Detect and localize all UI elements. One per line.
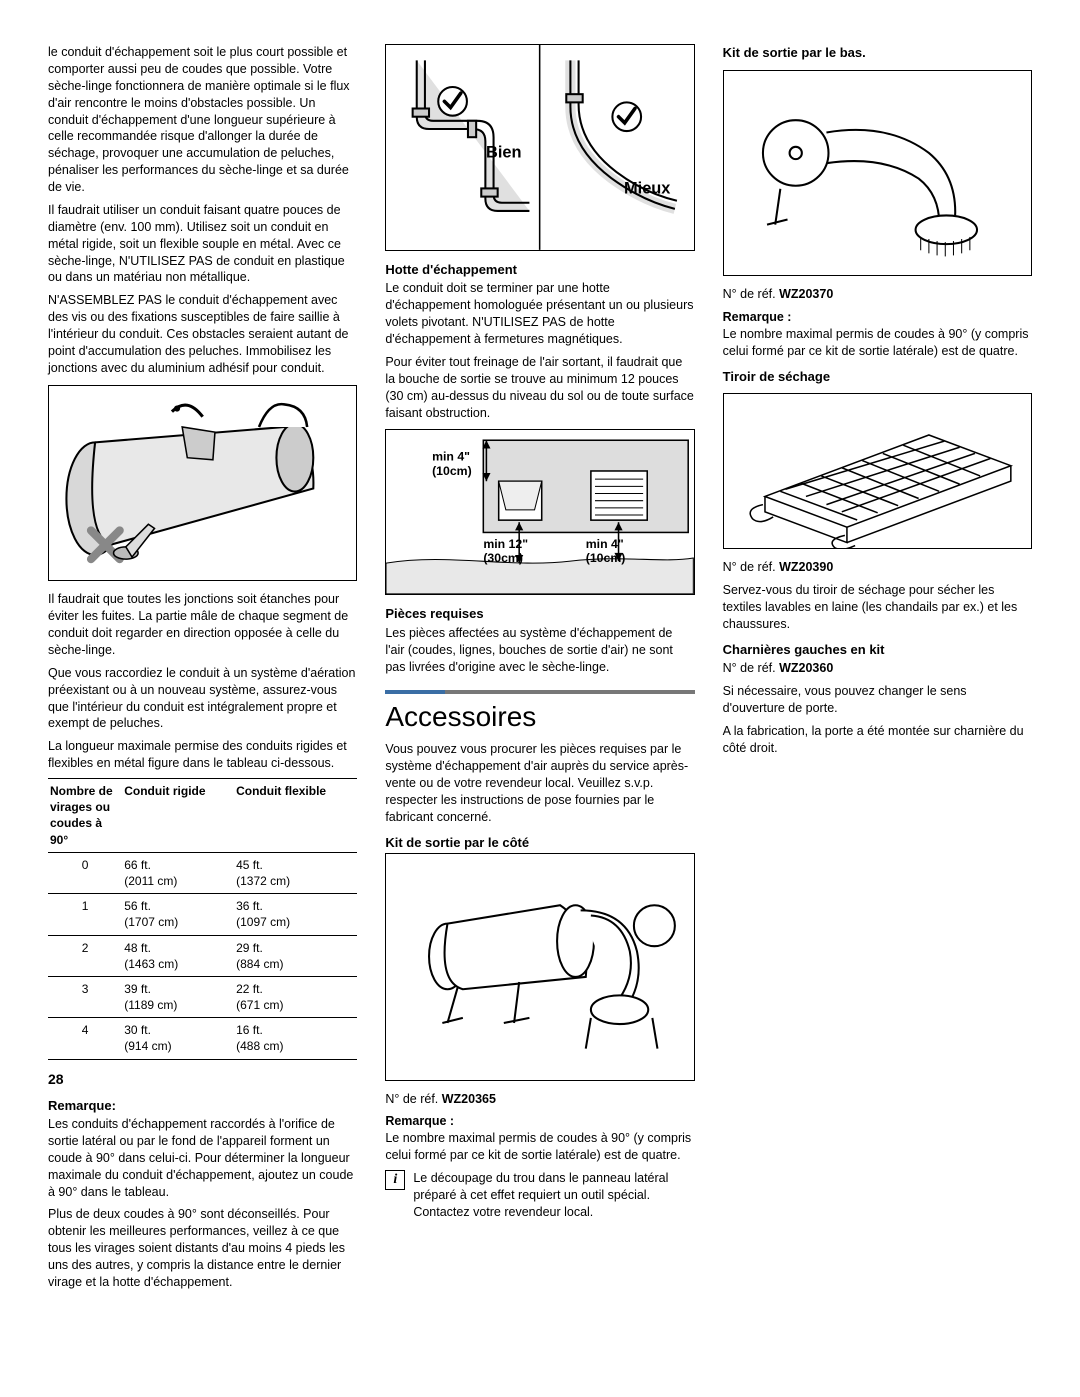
- table-row: 1 56 ft. (1707 cm) 36 ft. (1097 cm): [48, 894, 357, 935]
- cell: 1: [82, 899, 89, 913]
- table-row: 2 48 ft. (1463 cm) 29 ft. (884 cm): [48, 935, 357, 976]
- table-row: 0 66 ft. (2011 cm) 45 ft. (1372 cm): [48, 852, 357, 893]
- cell: 0: [82, 858, 89, 872]
- cell: 22 ft.: [236, 982, 263, 996]
- cell: 66 ft.: [124, 858, 151, 872]
- cell: 4: [82, 1023, 89, 1037]
- table-row: 3 39 ft. (1189 cm) 22 ft. (671 cm): [48, 976, 357, 1017]
- cell: (1097 cm): [236, 915, 290, 929]
- dim-label: (10cm): [586, 552, 626, 566]
- cell: 3: [82, 982, 89, 996]
- cell: (671 cm): [236, 998, 283, 1012]
- cell: 30 ft.: [124, 1023, 151, 1037]
- cell: 2: [82, 941, 89, 955]
- cell: (914 cm): [124, 1039, 171, 1053]
- body-text: Servez-vous du tiroir de séchage pour sé…: [723, 582, 1032, 633]
- body-text: Le nombre maximal permis de coudes à 90°…: [385, 1130, 694, 1164]
- cell: 56 ft.: [124, 899, 151, 913]
- cell: 45 ft.: [236, 858, 263, 872]
- dim-label: (30cm): [484, 552, 524, 566]
- body-text: Pour éviter tout freinage de l'air sorta…: [385, 354, 694, 422]
- figure-good-best-elbows: Bien Mieux: [385, 44, 694, 251]
- info-text: Le découpage du trou dans le panneau lat…: [413, 1170, 694, 1221]
- body-text: Vous pouvez vous procurer les pièces req…: [385, 741, 694, 825]
- note-label: Remarque :: [385, 1113, 694, 1130]
- body-text: Les pièces affectées au système d'échapp…: [385, 625, 694, 676]
- figure-side-vent-kit: [385, 853, 694, 1080]
- figure-hood-clearances: min 4" (10cm) min 12" (30cm) min 4" (10c…: [385, 429, 694, 595]
- subheading-drying-rack: Tiroir de séchage: [723, 368, 1032, 386]
- note-label: Remarque :: [723, 309, 1032, 326]
- info-icon: i: [385, 1170, 405, 1190]
- body-text: Il faudrait que toutes les jonctions soi…: [48, 591, 357, 659]
- subheading-side-vent-kit: Kit de sortie par le côté: [385, 834, 694, 852]
- body-text: Plus de deux coudes à 90° sont déconseil…: [48, 1206, 357, 1290]
- dim-label: min 12": [484, 537, 529, 551]
- figure-duct-tape: [48, 385, 357, 582]
- info-callout: i Le découpage du trou dans le panneau l…: [385, 1170, 694, 1221]
- dim-label: (10cm): [432, 464, 472, 478]
- body-text: Le nombre maximal permis de coudes à 90°…: [723, 326, 1032, 360]
- note-label: Remarque:: [48, 1097, 357, 1115]
- ref-number: N° de réf. WZ20360: [723, 660, 1032, 677]
- body-text: A la fabrication, la porte a été montée …: [723, 723, 1032, 757]
- ref-number: N° de réf. WZ20365: [385, 1091, 694, 1108]
- table-row: 4 30 ft. (914 cm) 16 ft. (488 cm): [48, 1018, 357, 1059]
- cell: (1372 cm): [236, 874, 290, 888]
- cell: (1707 cm): [124, 915, 178, 929]
- fig-label-best: Mieux: [624, 180, 670, 198]
- body-text: Il faudrait utiliser un conduit faisant …: [48, 202, 357, 286]
- dim-label: min 4": [586, 537, 624, 551]
- subheading-required-parts: Pièces requises: [385, 605, 694, 623]
- table-header: Conduit flexible: [234, 779, 357, 853]
- subheading-hinge-kit: Charnières gauches en kit: [723, 641, 1032, 659]
- cell: 39 ft.: [124, 982, 151, 996]
- cell: (884 cm): [236, 957, 283, 971]
- table-header: Conduit rigide: [122, 779, 234, 853]
- section-heading-accessories: Accessoires: [385, 690, 694, 736]
- subheading-exhaust-hood: Hotte d'échappement: [385, 261, 694, 279]
- fig-label-good: Bien: [486, 144, 522, 162]
- body-text: La longueur maximale permise des conduit…: [48, 738, 357, 772]
- cell: (1189 cm): [124, 998, 177, 1012]
- body-text: Les conduits d'échappement raccordés à l…: [48, 1116, 357, 1200]
- cell: 29 ft.: [236, 941, 263, 955]
- cell: (1463 cm): [124, 957, 178, 971]
- duct-length-table: Nombre de virages ou coudes à 90° Condui…: [48, 778, 357, 1060]
- cell: (2011 cm): [124, 874, 177, 888]
- figure-drying-rack: [723, 393, 1032, 549]
- page-number: 28: [48, 1070, 357, 1089]
- body-text: le conduit d'échappement soit le plus co…: [48, 44, 357, 196]
- table-header: Nombre de virages ou coudes à 90°: [48, 779, 122, 853]
- subheading-bottom-vent-kit: Kit de sortie par le bas.: [723, 44, 1032, 62]
- body-text: Le conduit doit se terminer par une hott…: [385, 280, 694, 348]
- cell: 16 ft.: [236, 1023, 263, 1037]
- ref-number: N° de réf. WZ20370: [723, 286, 1032, 303]
- figure-bottom-vent-kit: [723, 70, 1032, 277]
- body-text: N'ASSEMBLEZ PAS le conduit d'échappement…: [48, 292, 357, 376]
- dim-label: min 4": [432, 450, 470, 464]
- body-text: Si nécessaire, vous pouvez changer le se…: [723, 683, 1032, 717]
- body-text: Que vous raccordiez le conduit à un syst…: [48, 665, 357, 733]
- ref-number: N° de réf. WZ20390: [723, 559, 1032, 576]
- cell: (488 cm): [236, 1039, 283, 1053]
- cell: 48 ft.: [124, 941, 151, 955]
- page-columns: le conduit d'échappement soit le plus co…: [48, 44, 1032, 1334]
- cell: 36 ft.: [236, 899, 263, 913]
